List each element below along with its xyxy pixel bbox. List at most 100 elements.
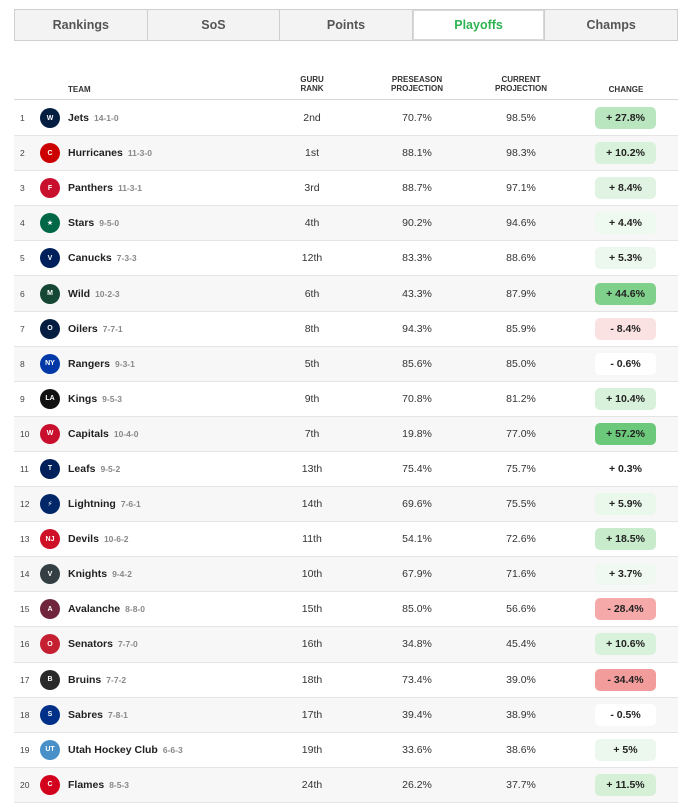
table-row[interactable]: 8 NY Rangers 9-3-1 5th 85.6% 85.0% - 0.6%	[14, 346, 678, 382]
rank-number: 18	[20, 709, 30, 720]
table-row[interactable]: 12 ⚡ Lightning 7-6-1 14th 69.6% 75.5% + 5.9%	[14, 487, 678, 523]
tab-champs[interactable]: Champs	[586, 18, 636, 32]
team-name[interactable]: Oilers	[68, 322, 98, 335]
table-row[interactable]: 9 LA Kings 9-5-3 9th 70.8% 81.2% + 10.4%	[14, 382, 678, 417]
team-name[interactable]: Avalanche	[68, 603, 121, 616]
change-badge: + 18.5%	[595, 528, 656, 551]
guru-rank: 7th	[304, 427, 320, 440]
team-record: 8-8-0	[125, 604, 145, 615]
team-logo-icon: T	[40, 458, 60, 479]
team-name[interactable]: Canucks	[68, 252, 112, 265]
change-badge: + 5.3%	[595, 247, 656, 270]
team-cell: Rangers 9-3-1	[68, 358, 135, 370]
guru-rank: 3rd	[304, 182, 320, 195]
rank-number: 17	[20, 674, 30, 685]
preseason-projection: 94.3%	[402, 322, 432, 335]
table-row[interactable]: 14 V Knights 9-4-2 10th 67.9% 71.6% + 3.7%	[14, 557, 678, 593]
table-row[interactable]: 5 V Canucks 7-3-3 12th 83.3% 88.6% + 5.3%	[14, 241, 678, 277]
team-name[interactable]: Devils	[68, 533, 99, 546]
tab-rankings[interactable]: Rankings	[15, 10, 148, 40]
team-logo-icon: W	[40, 108, 60, 129]
table-row[interactable]: 15 A Avalanche 8-8-0 15th 85.0% 56.6% - 28.4%	[14, 592, 678, 628]
change-badge: - 28.4%	[595, 598, 656, 621]
team-name[interactable]: Wild	[68, 287, 91, 300]
rank-number: 14	[20, 569, 30, 580]
current-projection: 72.6%	[506, 533, 536, 546]
team-logo-icon: F	[40, 178, 60, 199]
current-projection: 75.5%	[506, 498, 536, 511]
guru-rank: 1st	[304, 147, 319, 160]
team-name[interactable]: Capitals	[68, 427, 109, 440]
team-name[interactable]: Lightning	[68, 498, 116, 511]
team-name[interactable]: Rangers	[68, 357, 111, 370]
team-cell: Jets 14-1-0	[68, 112, 119, 124]
tab-points[interactable]: Points	[280, 10, 413, 40]
team-cell: Bruins 7-7-2	[68, 674, 126, 686]
current-projection: 75.7%	[506, 462, 536, 475]
preseason-projection: 88.1%	[402, 147, 432, 160]
current-projection: 45.4%	[506, 638, 536, 651]
team-logo-icon: B	[40, 669, 60, 690]
team-name[interactable]: Knights	[68, 568, 108, 581]
team-name[interactable]: Senators	[68, 638, 113, 651]
rank-number: 11	[20, 463, 29, 474]
table-row[interactable]: 2 C Hurricanes 11-3-0 1st 88.1% 98.3% + 10.2%	[14, 136, 678, 172]
table-row[interactable]: 1 W Jets 14-1-0 2nd 70.7% 98.5% + 27.8%	[14, 101, 678, 137]
tab-bar: Rankings SoS Points Playoffs Champs	[14, 9, 678, 41]
team-name[interactable]: Hurricanes	[68, 147, 123, 160]
tab-playoffs[interactable]: Playoffs	[412, 10, 546, 40]
tab-sos[interactable]: SoS	[148, 10, 281, 40]
table-row[interactable]: 20 C Flames 8-5-3 24th 26.2% 37.7% + 11.5%	[14, 767, 678, 803]
change-badge: + 11.5%	[595, 773, 656, 796]
team-record: 6-6-3	[162, 744, 183, 755]
guru-rank: 11th	[302, 533, 322, 546]
header-guru-rank: GURU RANK	[300, 75, 324, 93]
team-cell: Wild 10-2-3	[68, 288, 120, 300]
team-logo-icon: ★	[40, 213, 60, 234]
team-cell: Senators 7-7-0	[68, 638, 138, 650]
team-name[interactable]: Leafs	[68, 462, 96, 475]
team-cell: Canucks 7-3-3	[68, 252, 137, 264]
team-name[interactable]: Panthers	[68, 182, 113, 195]
team-logo-icon: W	[40, 423, 60, 444]
current-projection: 97.1%	[506, 182, 536, 195]
team-name[interactable]: Kings	[68, 392, 98, 405]
guru-rank: 10th	[301, 568, 323, 581]
preseason-projection: 26.2%	[402, 778, 432, 791]
guru-rank: 14th	[301, 498, 323, 511]
team-record: 11-3-1	[117, 183, 143, 194]
change-badge: - 0.5%	[595, 703, 656, 726]
change-badge: + 8.4%	[595, 177, 656, 200]
table-row[interactable]: 17 B Bruins 7-7-2 18th 73.4% 39.0% - 34.4%	[14, 663, 678, 698]
table-row[interactable]: 16 O Senators 7-7-0 16th 34.8% 45.4% + 10.6%	[14, 627, 678, 663]
change-badge: + 4.4%	[595, 212, 656, 235]
team-name[interactable]: Stars	[68, 217, 95, 230]
team-record: 11-3-0	[127, 148, 152, 159]
table-row[interactable]: 6 M Wild 10-2-3 6th 43.3% 87.9% + 44.6%	[14, 276, 678, 312]
table-row[interactable]: 19 UT Utah Hockey Club 6-6-3 19th 33.6% 38.6% +…	[14, 733, 678, 768]
table-row[interactable]: 11 T Leafs 9-5-2 13th 75.4% 75.7% + 0.3%	[14, 452, 678, 488]
team-name[interactable]: Sabres	[68, 708, 104, 721]
preseason-projection: 75.4%	[402, 462, 432, 475]
table-row[interactable]: 3 F Panthers 11-3-1 3rd 88.7% 97.1% + 8.4%	[14, 171, 678, 207]
table-row[interactable]: 13 NJ Devils 10-6-2 11th 54.1% 72.6% + 18.5%	[14, 522, 678, 558]
team-name[interactable]: Flames	[68, 778, 105, 791]
current-projection: 77.0%	[506, 427, 536, 440]
team-record: 7-7-1	[102, 323, 123, 334]
table-row[interactable]: 4 ★ Stars 9-5-0 4th 90.2% 94.6% + 4.4%	[14, 206, 678, 242]
team-record: 8-5-3	[109, 779, 130, 790]
table-header: TEAM GURU RANK PRESEASON PROJECTION CURR…	[14, 74, 678, 100]
table-row[interactable]: 7 O Oilers 7-7-1 8th 94.3% 85.9% - 8.4%	[14, 312, 678, 347]
table-row[interactable]: 18 S Sabres 7-8-1 17th 39.4% 38.9% - 0.5%	[14, 697, 678, 733]
rank-number: 12	[20, 499, 30, 510]
preseason-projection: 19.8%	[402, 427, 432, 440]
team-name[interactable]: Bruins	[68, 673, 102, 686]
preseason-projection: 70.8%	[402, 392, 432, 405]
preseason-projection: 54.1%	[402, 533, 432, 546]
table-row[interactable]: 10 W Capitals 10-4-0 7th 19.8% 77.0% + 57.2%	[14, 416, 678, 452]
change-badge: + 10.6%	[595, 633, 656, 656]
team-name[interactable]: Utah Hockey Club	[68, 743, 158, 756]
change-badge: + 27.8%	[595, 107, 656, 130]
team-logo-icon: O	[40, 318, 60, 339]
team-name[interactable]: Jets	[68, 112, 90, 125]
